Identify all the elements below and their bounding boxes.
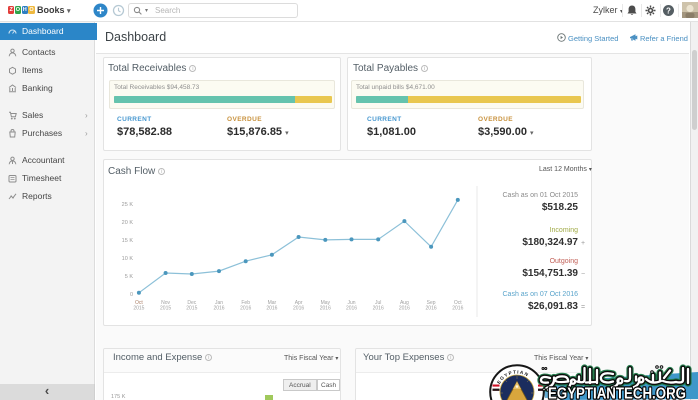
svg-text:Jun: Jun bbox=[347, 300, 355, 306]
svg-text:25 K: 25 K bbox=[122, 202, 134, 208]
svg-text:2015: 2015 bbox=[186, 306, 197, 312]
svg-text:Mar: Mar bbox=[268, 300, 277, 306]
svg-text:5 K: 5 K bbox=[125, 274, 134, 280]
svg-text:Dec: Dec bbox=[187, 300, 196, 306]
svg-text:Oct: Oct bbox=[454, 300, 462, 306]
svg-text:2016: 2016 bbox=[426, 306, 437, 312]
svg-text:EGYPTIANTECH.ORG: EGYPTIANTECH.ORG bbox=[548, 386, 686, 400]
svg-text:Feb: Feb bbox=[241, 300, 250, 306]
svg-text:20 K: 20 K bbox=[122, 220, 134, 226]
svg-text:15 K: 15 K bbox=[122, 238, 134, 244]
svg-text:2015: 2015 bbox=[160, 306, 171, 312]
svg-text:2016: 2016 bbox=[293, 306, 304, 312]
svg-text:Jan: Jan bbox=[215, 300, 223, 306]
svg-text:2015: 2015 bbox=[133, 306, 144, 312]
svg-text:2016: 2016 bbox=[213, 306, 224, 312]
svg-text:2016: 2016 bbox=[320, 306, 331, 312]
svg-text:2016: 2016 bbox=[373, 306, 384, 312]
svg-text:May: May bbox=[321, 300, 331, 306]
svg-text:Nov: Nov bbox=[161, 300, 170, 306]
svg-text:10 K: 10 K bbox=[122, 256, 134, 262]
svg-text:2016: 2016 bbox=[266, 306, 277, 312]
svg-text:Sep: Sep bbox=[427, 300, 436, 306]
svg-text:Jul: Jul bbox=[375, 300, 381, 306]
svg-text:Oct: Oct bbox=[135, 300, 143, 306]
svg-text:0: 0 bbox=[130, 292, 133, 298]
svg-text:2016: 2016 bbox=[452, 306, 463, 312]
svg-text:?: ? bbox=[666, 6, 671, 15]
svg-text:Aug: Aug bbox=[400, 300, 409, 306]
svg-text:Apr: Apr bbox=[295, 300, 303, 306]
svg-text:2016: 2016 bbox=[346, 306, 357, 312]
svg-text:2016: 2016 bbox=[399, 306, 410, 312]
svg-text:2016: 2016 bbox=[240, 306, 251, 312]
